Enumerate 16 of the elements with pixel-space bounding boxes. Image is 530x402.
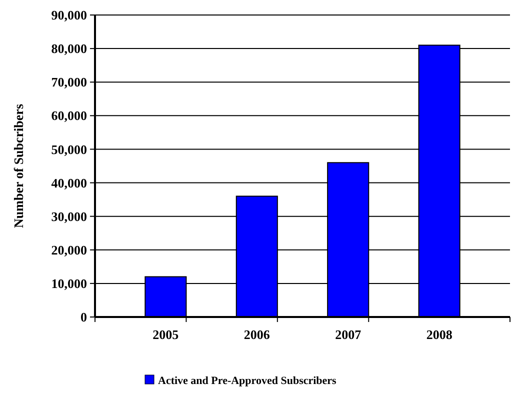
x-tick-label: 2008: [426, 327, 453, 342]
legend-label: Active and Pre-Approved Subscribers: [158, 375, 338, 387]
x-tick-label: 2007: [335, 327, 362, 342]
y-axis-title: Number of Subcribers: [11, 104, 26, 228]
y-tick-label: 30,000: [51, 208, 87, 224]
y-tick-label: 10,000: [51, 276, 87, 291]
x-tick-label: 2005: [152, 327, 180, 342]
x-tick-label: 2006: [244, 327, 270, 342]
y-tick-label: 90,000: [51, 8, 87, 23]
y-tick-label: 0: [80, 310, 87, 325]
y-tick-label: 80,000: [51, 41, 87, 56]
y-tick-label: 40,000: [51, 175, 87, 190]
y-tick-label: 50,000: [51, 142, 87, 157]
y-tick-label: 20,000: [51, 242, 87, 258]
y-tick-label: 70,000: [51, 74, 87, 90]
y-tick-label: 60,000: [51, 108, 87, 124]
